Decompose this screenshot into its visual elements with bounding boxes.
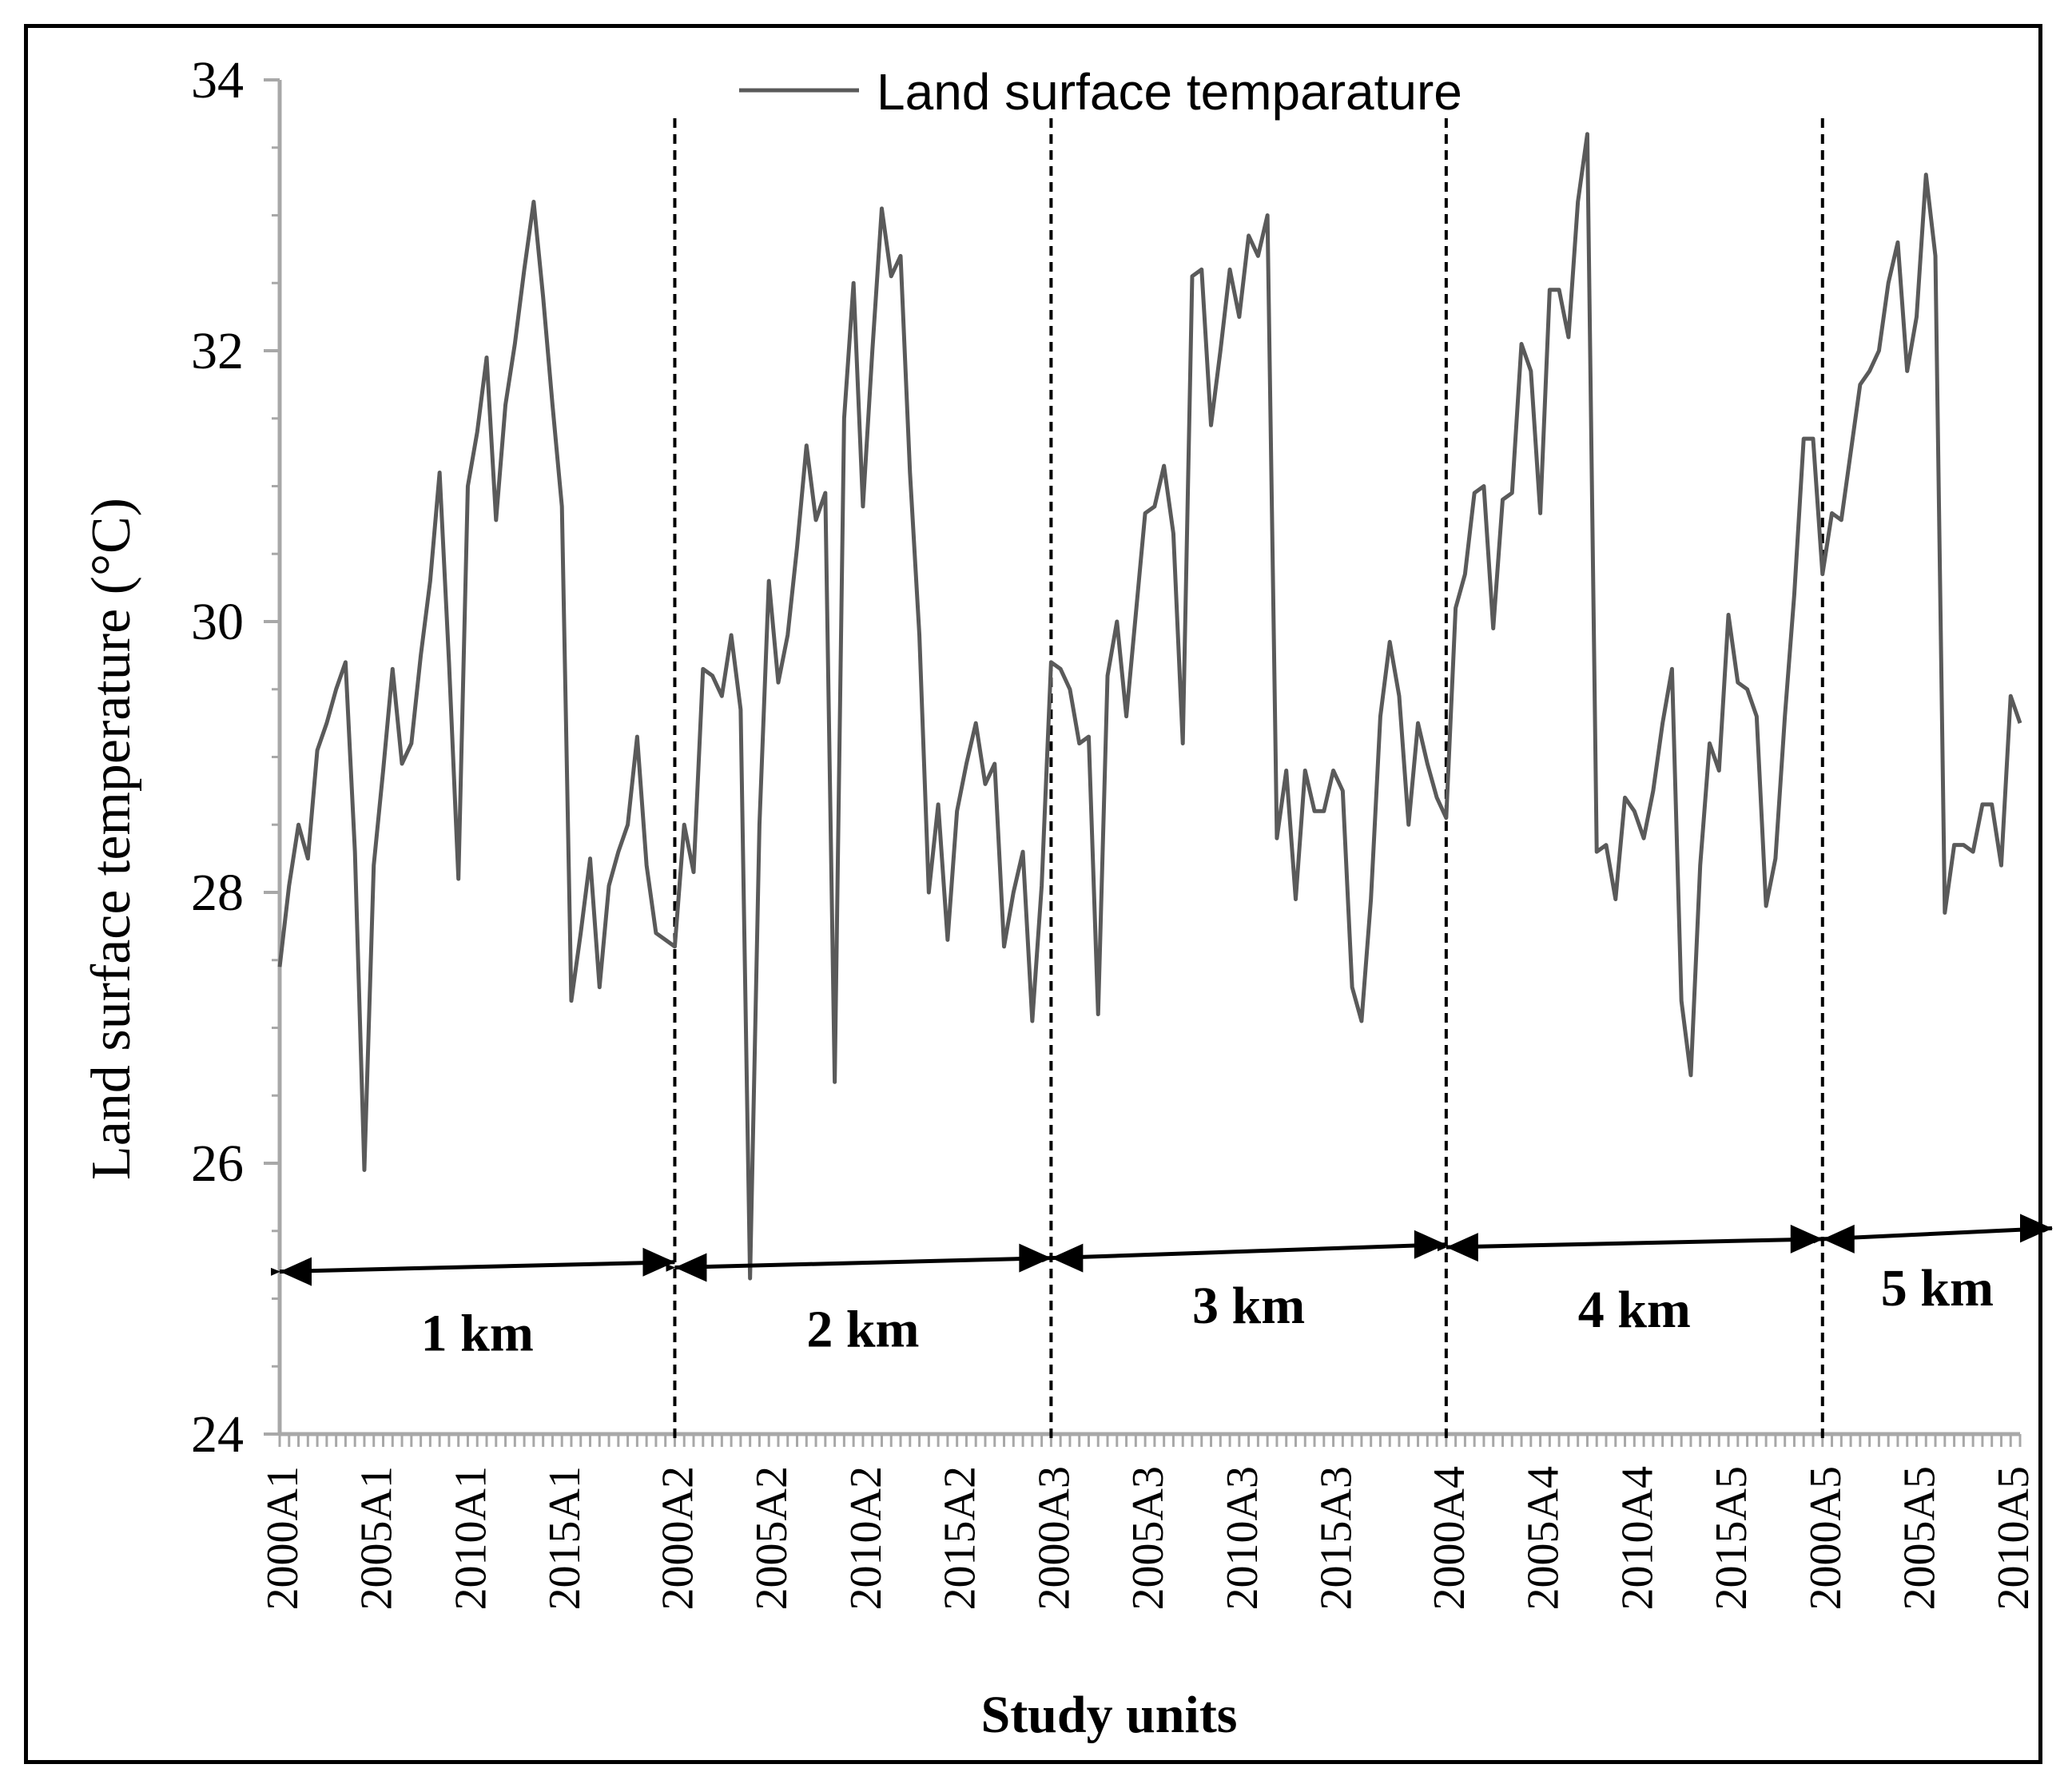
x-tick-label: 2000A1 [258,1466,308,1610]
lst-series-line [277,132,2022,1281]
segment-arrow [666,1254,1052,1272]
x-tick-label: 2000A2 [653,1466,702,1610]
y-tick-label: 24 [191,1405,244,1464]
segment-label: 2 km [806,1301,919,1359]
x-tick-label: 2005A4 [1519,1466,1569,1610]
chart-frame [24,24,2042,1764]
x-tick-label: 2000A5 [1801,1466,1851,1610]
segment-arrow [270,1258,676,1276]
legend-label: Land surface temparature [877,63,1462,121]
x-tick-label: 2010A5 [1989,1466,2038,1610]
x-tick-label: 2015A5 [1707,1466,1756,1610]
y-tick-label: 34 [191,51,244,109]
x-tick-label: 2015A3 [1312,1466,1362,1610]
x-tick-label: 2005A3 [1123,1466,1173,1610]
y-tick-label: 28 [191,864,244,922]
x-tick-label: 2010A4 [1613,1466,1662,1610]
x-tick-label: 2010A2 [841,1466,891,1610]
x-tick-label: 2005A2 [747,1466,797,1610]
y-tick-label: 30 [191,593,244,651]
y-tick-label: 32 [191,322,244,380]
segment-arrow-head-left [674,1253,707,1282]
x-tick-label: 2005A5 [1895,1466,1944,1610]
x-tick-label: 2010A3 [1218,1466,1267,1610]
segment-arrow [1437,1235,1823,1252]
x-tick-label: 2015A2 [936,1466,985,1610]
segment-arrow [1042,1241,1447,1263]
y-axis-title: Land surface temperature (°C) [81,498,142,1180]
segment-arrow-head-left [1446,1233,1478,1262]
x-tick-label: 2015A1 [540,1466,590,1610]
segment-label: 3 km [1192,1277,1305,1335]
segment-label: 1 km [421,1305,534,1363]
segment-arrow-head-right [1790,1224,1823,1254]
segment-label: 4 km [1578,1281,1691,1339]
segment-arrow-head-right [1414,1230,1446,1259]
y-tick-label: 26 [191,1134,244,1193]
segment-arrow [1813,1224,2053,1244]
segment-arrow-head-left [1822,1224,1855,1254]
x-tick-label: 2000A3 [1029,1466,1079,1610]
segment-arrow-head-left [1051,1243,1084,1273]
segment-arrow-head-right [2020,1214,2052,1243]
x-tick-label: 2005A1 [352,1466,402,1610]
x-axis-title: Study units [980,1686,1237,1744]
x-tick-label: 2010A1 [446,1466,495,1610]
segment-arrow-head-right [642,1247,675,1277]
segment-arrow-head-right [1019,1243,1052,1273]
segment-label: 5 km [1881,1259,1994,1317]
legend: Land surface temparature [739,63,1462,121]
x-tick-label: 2000A4 [1425,1466,1474,1610]
segment-arrow-head-left [280,1257,312,1286]
